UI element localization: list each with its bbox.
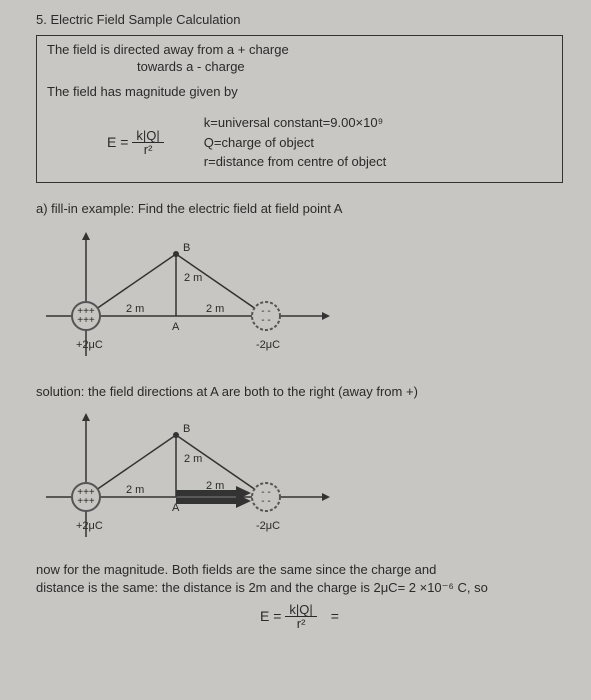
formula-fraction: k|Q| r² xyxy=(132,129,163,156)
label-left-charge: +2μC xyxy=(76,339,103,351)
svg-text:B: B xyxy=(183,423,190,435)
svg-text:2 m: 2 m xyxy=(184,272,202,284)
label-A: A xyxy=(172,321,180,333)
formula-row: E = k|Q| r² k=universal constant=9.00×10… xyxy=(107,113,552,172)
bottom-lhs: E = xyxy=(260,608,281,624)
box-text-1: The field is directed away from a + char… xyxy=(47,42,552,57)
svg-text:2 m: 2 m xyxy=(184,453,202,465)
solution-text: solution: the field directions at A are … xyxy=(36,384,563,399)
def-r: r=distance from centre of object xyxy=(204,152,386,172)
definition-box: The field is directed away from a + char… xyxy=(36,35,563,183)
svg-text:2 m: 2 m xyxy=(126,484,144,496)
label-right-charge: -2μC xyxy=(256,339,280,351)
diagram-2: B A +++ +++ +2μC - - - - -2μC 2 m 2 m 2 … xyxy=(36,407,563,547)
part-a-prompt: a) fill-in example: Find the electric fi… xyxy=(36,201,563,216)
bottom-num: k|Q| xyxy=(285,603,316,617)
magnitude-text: now for the magnitude. Both fields are t… xyxy=(36,561,563,597)
svg-text:+2μC: +2μC xyxy=(76,520,103,532)
formula-denominator: r² xyxy=(140,143,157,156)
worksheet-page: 5. Electric Field Sample Calculation The… xyxy=(0,0,591,630)
svg-text:2 m: 2 m xyxy=(206,303,224,315)
def-k: k=universal constant=9.00×10⁹ xyxy=(204,113,386,133)
field-formula: E = k|Q| r² xyxy=(107,129,164,156)
def-Q: Q=charge of object xyxy=(204,133,386,153)
now-line-2: distance is the same: the distance is 2m… xyxy=(36,580,488,595)
svg-text:+++: +++ xyxy=(77,315,95,326)
box-text-2: towards a - charge xyxy=(137,59,552,74)
bottom-formula: E = k|Q| r² = xyxy=(36,603,563,630)
box-text-3: The field has magnitude given by xyxy=(47,84,552,99)
svg-text:- -: - - xyxy=(261,315,270,326)
now-line-1: now for the magnitude. Both fields are t… xyxy=(36,562,436,577)
svg-text:- -: - - xyxy=(261,496,270,507)
diagram-1: B A +++ +++ +2μC - - - - -2μC 2 m 2 m 2 … xyxy=(36,226,563,366)
svg-text:+++: +++ xyxy=(77,496,95,507)
svg-text:-2μC: -2μC xyxy=(256,520,280,532)
bottom-den: r² xyxy=(293,617,310,630)
bottom-eq: = xyxy=(331,608,339,624)
constant-definitions: k=universal constant=9.00×10⁹ Q=charge o… xyxy=(204,113,386,172)
svg-text:2 m: 2 m xyxy=(206,480,224,492)
svg-text:2 m: 2 m xyxy=(126,303,144,315)
formula-numerator: k|Q| xyxy=(132,129,163,143)
section-title: 5. Electric Field Sample Calculation xyxy=(36,12,563,27)
label-B: B xyxy=(183,242,190,254)
formula-lhs: E = xyxy=(107,134,128,150)
